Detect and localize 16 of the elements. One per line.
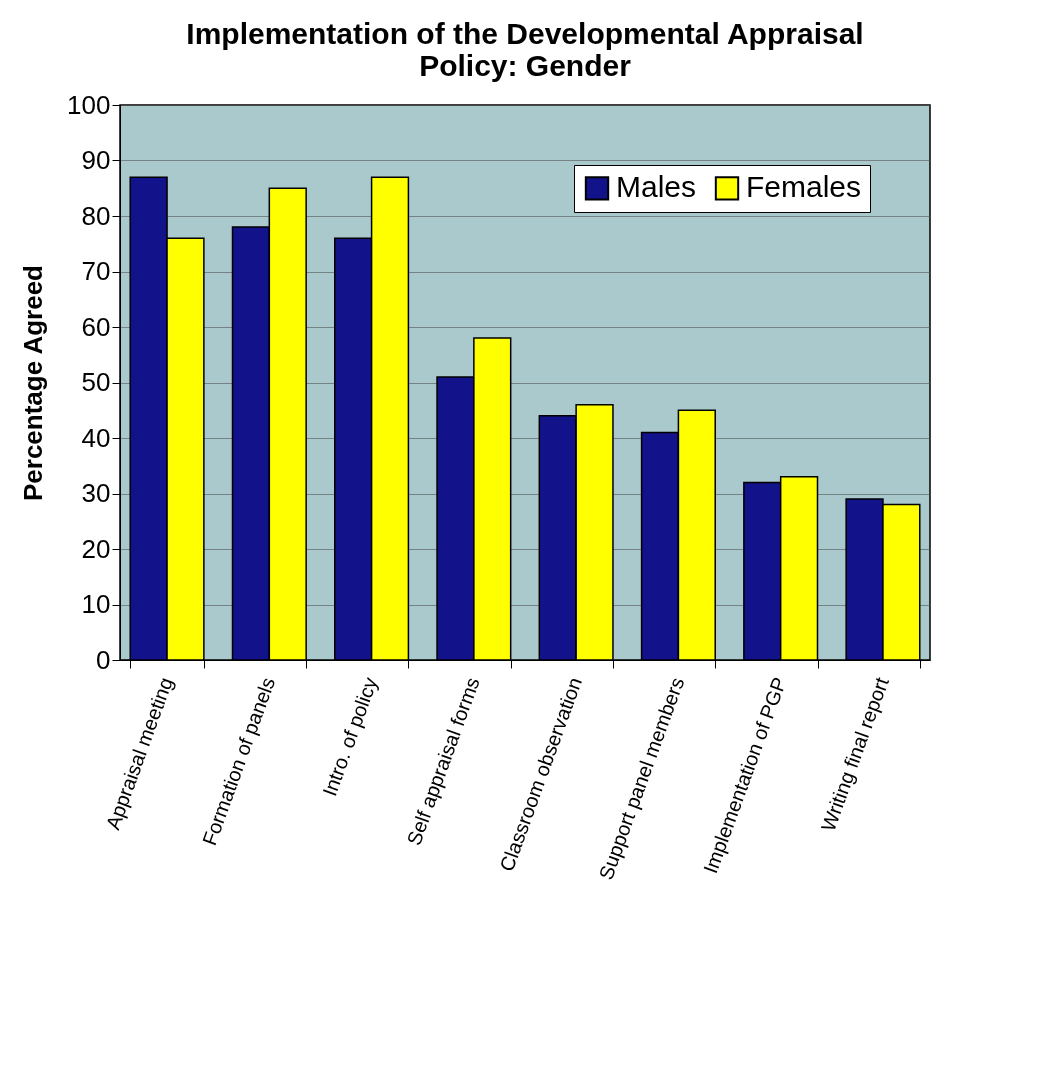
y-tick-label: 100 bbox=[67, 89, 111, 120]
x-tick-label: Intro. of policy bbox=[318, 674, 382, 799]
y-tick-label: 70 bbox=[81, 256, 111, 286]
y-tick-label: 30 bbox=[81, 478, 111, 508]
legend-label: Females bbox=[746, 170, 862, 204]
y-axis-title: Percentage Agreed bbox=[18, 264, 49, 502]
y-tick-label: 10 bbox=[81, 589, 111, 619]
y-tick-label: 0 bbox=[96, 644, 111, 675]
y-tick-label: 50 bbox=[81, 367, 111, 397]
y-tick-label: 40 bbox=[81, 422, 111, 453]
chart-title: Implementation of the Developmental Appraisal Policy: Gender bbox=[186, 17, 864, 82]
y-tick-label: 80 bbox=[81, 200, 111, 231]
legend-label: Males bbox=[616, 170, 697, 204]
y-tick-label: 60 bbox=[81, 311, 111, 342]
y-tick-label: 90 bbox=[81, 145, 111, 175]
y-tick-label: 20 bbox=[81, 533, 111, 564]
